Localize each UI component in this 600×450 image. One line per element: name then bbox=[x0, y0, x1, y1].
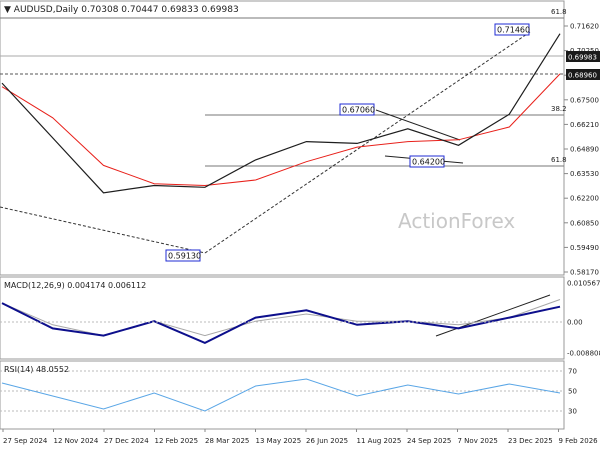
macd-header: MACD(12,26,9) 0.004174 0.006112 bbox=[4, 281, 146, 290]
chart-header: ▼ AUDUSD,Daily 0.70308 0.70447 0.69833 0… bbox=[4, 5, 239, 15]
x-tick-label: 13 May 2025 bbox=[256, 437, 302, 445]
mid-low-label-box bbox=[409, 155, 445, 168]
price-tick-label: 0.67500 bbox=[570, 96, 599, 104]
x-tick-label: 27 Dec 2024 bbox=[104, 437, 149, 445]
channel-top-line bbox=[375, 109, 461, 141]
x-tick-label: 28 Mar 2025 bbox=[205, 437, 249, 445]
price-tick-label: 0.60850 bbox=[570, 219, 599, 227]
x-tick-label: 24 Sep 2025 bbox=[407, 437, 451, 445]
moving-average-line bbox=[1, 73, 561, 187]
macd-panel-frame bbox=[0, 276, 565, 360]
x-tick-label: 7 Nov 2025 bbox=[458, 437, 498, 445]
low-label-box bbox=[165, 249, 201, 262]
rsi-tick-label: 70 bbox=[568, 368, 577, 376]
x-tick-label: 23 Dec 2025 bbox=[508, 437, 553, 445]
x-tick-label: 9 Feb 2026 bbox=[559, 437, 599, 445]
price-badge-support bbox=[566, 69, 600, 80]
mid-high-label-box bbox=[339, 103, 375, 116]
macd-line bbox=[1, 302, 561, 345]
price-badge-current-text: 0.69983 bbox=[568, 54, 597, 62]
price-tick-label: 0.71620 bbox=[570, 23, 599, 31]
rsi-header: RSI(14) 48.0552 bbox=[4, 365, 69, 374]
macd-tick-label: 0.00 bbox=[567, 319, 583, 327]
price-tick-label: 0.64890 bbox=[570, 146, 599, 154]
price-badge-support-text: 0.68960 bbox=[568, 72, 597, 80]
rsi-axis: 70 50 30 bbox=[568, 368, 577, 416]
macd-trendline bbox=[435, 294, 551, 337]
upper-trendline bbox=[204, 31, 531, 254]
x-tick-label: 11 Aug 2025 bbox=[357, 437, 402, 445]
macd-tick-label: -0.008808 bbox=[567, 350, 600, 358]
price-panel-frame bbox=[0, 0, 565, 276]
watermark: ActionForex bbox=[398, 209, 515, 233]
symbol-label: AUDUSD,Daily bbox=[14, 5, 79, 15]
x-tick-label: 27 Sep 2024 bbox=[3, 437, 48, 445]
macd-tick-label: 0.010567 bbox=[567, 280, 600, 288]
macd-signal-line bbox=[1, 299, 561, 337]
x-axis: 27 Sep 2024 12 Nov 2024 27 Dec 2024 12 Feb … bbox=[2, 429, 599, 445]
high-label: 0.71460 bbox=[497, 26, 530, 35]
fib-382-label: 38.2 bbox=[551, 105, 567, 113]
price-tick-label: 0.58170 bbox=[570, 269, 599, 277]
high-label-box bbox=[494, 23, 530, 36]
rsi-tick-label: 30 bbox=[568, 408, 577, 416]
dropdown-arrow-icon[interactable]: ▼ bbox=[4, 5, 14, 15]
price-badge-current bbox=[566, 51, 600, 62]
x-tick-label: 26 Jun 2025 bbox=[306, 437, 348, 445]
low-label: 0.59130 bbox=[168, 252, 201, 261]
price-tick-label: 0.62200 bbox=[570, 195, 599, 203]
rsi-line bbox=[1, 378, 561, 412]
fib-618-bottom-label: 61.8 bbox=[551, 156, 567, 164]
rsi-panel-frame bbox=[0, 360, 565, 430]
price-line bbox=[1, 33, 561, 194]
price-tick-label: 0.63530 bbox=[570, 170, 599, 178]
lower-trendline bbox=[0, 206, 206, 254]
x-tick-label: 12 Nov 2024 bbox=[54, 437, 99, 445]
x-tick-label: 12 Feb 2025 bbox=[155, 437, 199, 445]
rsi-tick-label: 50 bbox=[568, 388, 577, 396]
mid-high-label: 0.67060 bbox=[342, 106, 375, 115]
fib-618-top-label: 61.8 bbox=[551, 8, 567, 16]
price-tick-label: 0.66210 bbox=[570, 121, 599, 129]
macd-axis: 0.010567 0.00 -0.008808 bbox=[567, 280, 600, 358]
price-tick-label: 0.59490 bbox=[570, 244, 599, 252]
series-layer bbox=[0, 33, 564, 412]
annotations-layer: 61.8 38.2 61.8 0.71460 0.67060 0.59130 0… bbox=[0, 8, 567, 337]
ohlc-values: 0.70308 0.70447 0.69833 0.69983 bbox=[81, 5, 238, 15]
mid-low-label: 0.64200 bbox=[412, 158, 445, 167]
